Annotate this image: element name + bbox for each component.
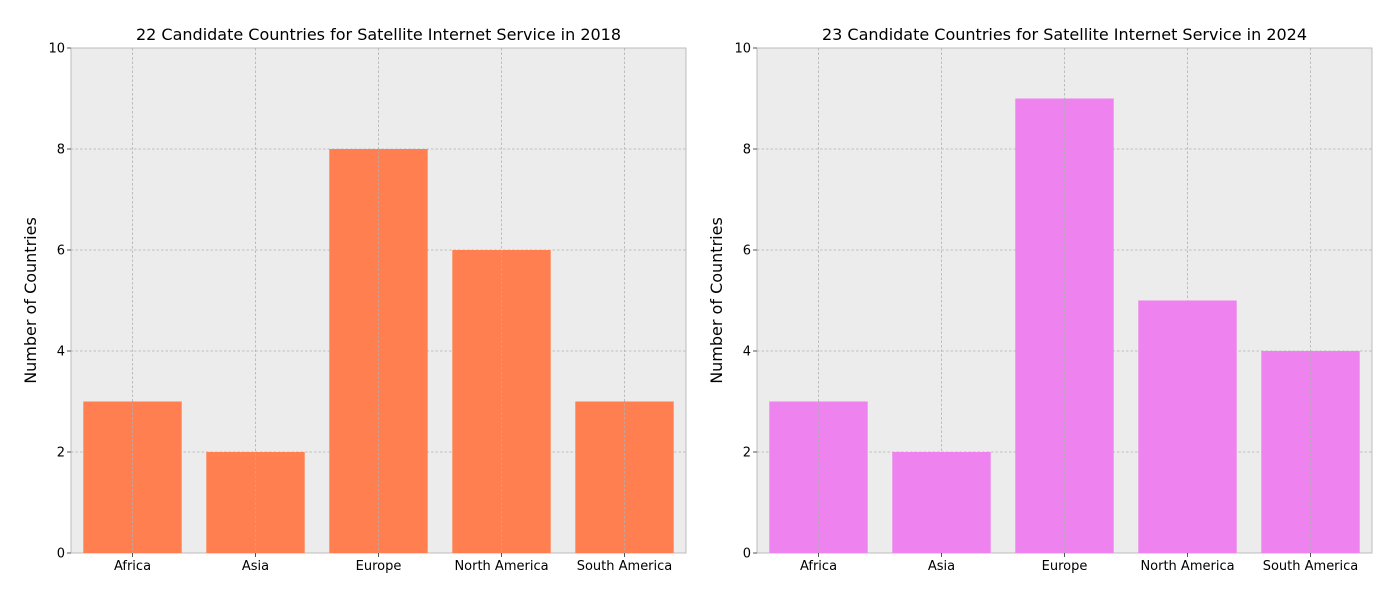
x-tick-label: Africa xyxy=(800,559,837,574)
chart-panel-2024: 0 2 4 6 8 10 Africa Asia Europe North America Sout… xyxy=(707,25,1373,574)
y-tick-label: 8 xyxy=(57,143,65,158)
y-axis-label: Number of Countries xyxy=(21,217,40,384)
x-tick-label: Asia xyxy=(242,559,269,574)
x-tick-label: North America xyxy=(1140,559,1234,574)
y-tick-label: 4 xyxy=(743,345,751,360)
y-tick-label: 6 xyxy=(57,244,65,259)
y-tick-label: 0 xyxy=(57,547,65,562)
bar-south-america xyxy=(1261,351,1360,553)
y-tick-label: 0 xyxy=(743,547,751,562)
chart-panel-2018: 0 2 4 6 8 10 Africa Asia Europe North America Sout… xyxy=(21,25,687,574)
x-tick-label: North America xyxy=(454,559,548,574)
plot-area: 0 2 4 6 8 10 Africa Asia Europe North America Sout… xyxy=(48,42,687,574)
y-tick-label: 4 xyxy=(57,345,65,360)
y-tick-label: 10 xyxy=(734,42,751,57)
y-tick-label: 10 xyxy=(48,42,65,57)
y-tick-label: 2 xyxy=(743,446,751,461)
x-tick-label: South America xyxy=(1263,559,1359,574)
x-tick-label: Europe xyxy=(356,559,402,574)
y-tick-label: 8 xyxy=(743,143,751,158)
x-tick-label: Europe xyxy=(1042,559,1088,574)
x-tick-label: Asia xyxy=(928,559,955,574)
y-tick-label: 6 xyxy=(743,244,751,259)
y-tick-label: 2 xyxy=(57,446,65,461)
plot-area: 0 2 4 6 8 10 Africa Asia Europe North America Sout… xyxy=(734,42,1373,574)
y-axis-label: Number of Countries xyxy=(707,217,726,384)
x-tick-label: Africa xyxy=(114,559,151,574)
chart-title: 23 Candidate Countries for Satellite Int… xyxy=(822,25,1307,44)
x-tick-label: South America xyxy=(577,559,673,574)
chart-title: 22 Candidate Countries for Satellite Int… xyxy=(136,25,621,44)
